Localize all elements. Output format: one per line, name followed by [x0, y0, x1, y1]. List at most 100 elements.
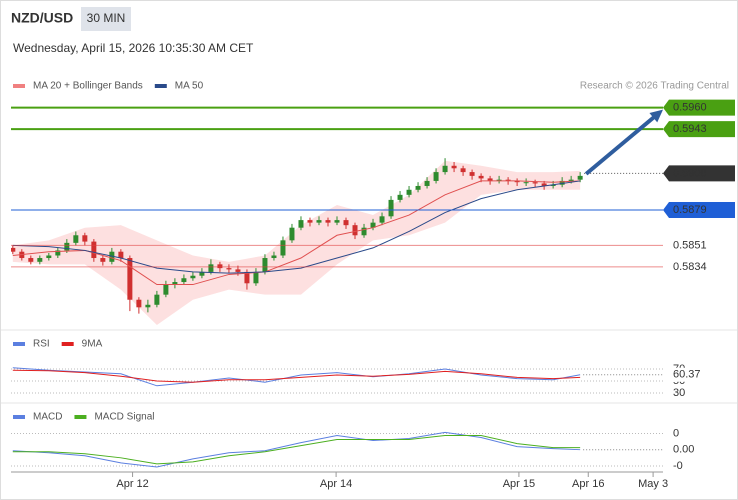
candle-body [55, 250, 61, 256]
price-plot [11, 158, 583, 325]
candle-body [577, 175, 583, 180]
candle-body [433, 172, 439, 181]
candle-body [505, 179, 511, 181]
candle-body [28, 258, 34, 262]
level-label: 0.5960 [673, 102, 707, 114]
current-value-box [669, 442, 705, 457]
x-tick-label: Apr 12 [116, 478, 148, 490]
candle-body [235, 269, 241, 272]
candle-body [469, 172, 475, 176]
legend-swatch [13, 415, 25, 419]
candle-body [226, 268, 232, 270]
candle-body [388, 199, 394, 217]
candle-body [496, 179, 502, 181]
current-value-box [669, 367, 705, 382]
candle-body [46, 255, 52, 259]
candle-body [334, 220, 340, 223]
legend-label: RSI [33, 339, 50, 350]
candle-body [199, 271, 205, 276]
legend-swatch [61, 342, 74, 346]
candle-body [271, 255, 277, 259]
legend-label: MACD [33, 412, 62, 423]
candle-body [424, 180, 430, 186]
candle-body [118, 251, 124, 259]
y-tick-label: 30 [673, 387, 685, 399]
candle-body [370, 222, 376, 228]
candle-body [487, 178, 493, 181]
candle-body [559, 180, 565, 185]
x-tick-label: May 3 [638, 478, 668, 490]
candle-body [451, 165, 457, 169]
candle-body [289, 227, 295, 241]
candle-body [208, 264, 214, 272]
candle-body [37, 258, 43, 262]
level-label: 0.5834 [673, 261, 707, 273]
copyright: Research © 2026 Trading Central [580, 81, 729, 92]
x-tick-label: Apr 16 [572, 478, 604, 490]
moving-average [12, 180, 581, 274]
candle-body [11, 247, 16, 252]
candle-body [568, 179, 574, 181]
current-value-label: 0.00 [673, 444, 694, 456]
candle-body [523, 182, 529, 184]
candle-body [415, 185, 421, 190]
legend-label: 9MA [82, 339, 103, 350]
candle-body [361, 227, 367, 236]
legend-label: MACD Signal [94, 412, 154, 423]
candle-body [136, 299, 142, 308]
indicator-line [12, 431, 581, 468]
candle-body [154, 294, 160, 305]
legend-swatch [13, 84, 25, 88]
candle-body [64, 242, 70, 251]
candle-body [91, 241, 97, 259]
candle-body [145, 304, 151, 308]
candle-body [343, 220, 349, 226]
level-label: 0.5943 [673, 123, 707, 135]
indicator-line [12, 434, 581, 465]
candle-body [298, 220, 304, 228]
candle-body [190, 275, 196, 279]
x-tick-label: Apr 14 [320, 478, 352, 490]
level-label-box [663, 121, 735, 138]
level-label: 0.5908 [673, 167, 707, 179]
level-label-box [663, 202, 735, 218]
candle-body [406, 189, 412, 195]
level-label-box [663, 165, 735, 182]
forecast-arrow-head [649, 109, 663, 123]
candle-body [325, 220, 331, 223]
legend-swatch [74, 415, 87, 419]
candle-body [181, 278, 187, 283]
forecast-arrow [584, 113, 659, 176]
candle-body [217, 264, 223, 269]
candle-body [253, 271, 259, 284]
legend-label: MA 20 + Bollinger Bands [33, 81, 143, 92]
indicator-line [12, 369, 581, 383]
candle-body [514, 180, 520, 183]
candle-body [82, 235, 88, 242]
candle-body [397, 194, 403, 200]
y-tick-label: -0 [673, 460, 683, 472]
candle-body [280, 240, 286, 256]
candle-body [73, 235, 79, 243]
candle-body [478, 175, 484, 179]
candle-body [100, 258, 106, 262]
legend-swatch [13, 342, 25, 346]
legend-label: MA 50 [175, 81, 204, 92]
candle-body [163, 284, 169, 295]
candle-body [172, 282, 178, 285]
candle-body [442, 165, 448, 173]
candle-body [316, 220, 322, 223]
timeframe: 30 MIN [87, 11, 126, 25]
bollinger-band [12, 160, 581, 325]
x-tick-label: Apr 15 [503, 478, 535, 490]
candle-body [127, 258, 133, 300]
symbol: NZD/USD [11, 10, 73, 26]
moving-average [12, 180, 581, 286]
candle-body [109, 251, 115, 262]
current-value-label: 60.37 [673, 369, 701, 381]
legend-swatch [154, 84, 167, 88]
datetime: Wednesday, April 15, 2026 10:35:30 AM CE… [13, 41, 254, 55]
candle-body [307, 220, 313, 223]
candle-body [352, 225, 358, 236]
